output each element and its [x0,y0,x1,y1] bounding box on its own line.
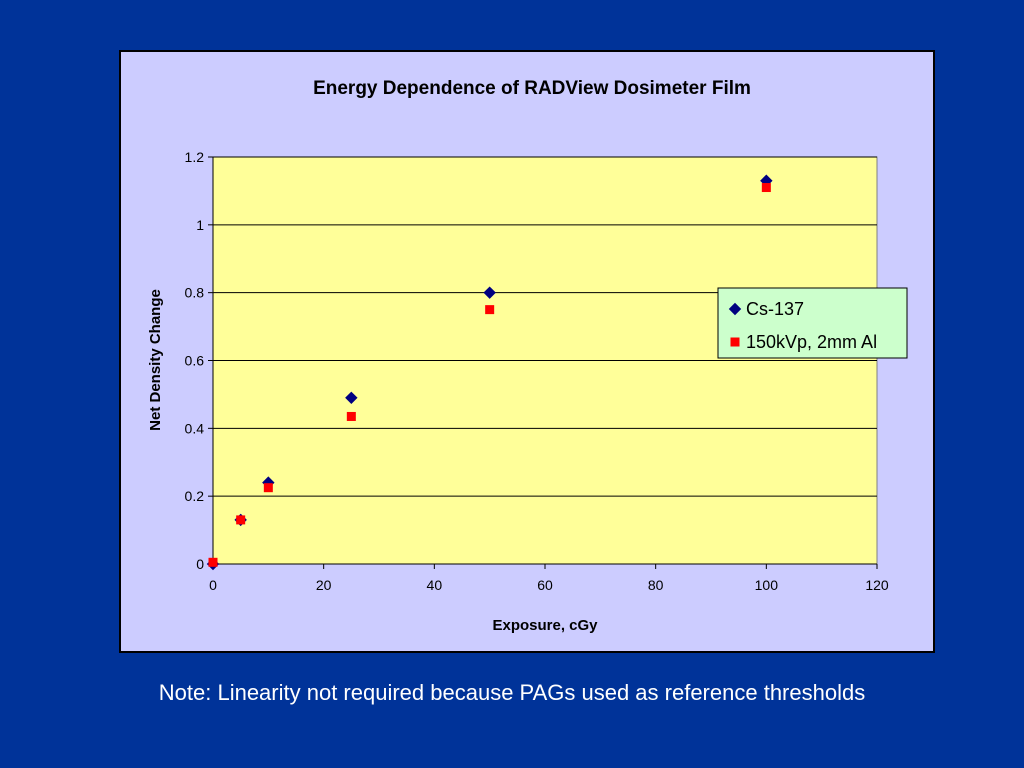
x-tick-label: 40 [427,577,443,593]
legend: Cs-137 150kVp, 2mm Al [717,287,908,359]
data-point [208,557,218,567]
data-point [483,286,496,299]
chart-title: Energy Dependence of RADView Dosimeter F… [313,78,751,99]
slide-note: Note: Linearity not required because PAG… [158,680,866,705]
series-2 [208,183,771,567]
data-point [345,391,358,405]
y-tick-label: 0.6 [185,353,205,369]
legend-label: 150kVp, 2mm Al [746,332,877,352]
series-layer [206,174,773,571]
chart-svg: Energy Dependence of RADView Dosimeter F… [147,78,908,634]
y-tick-label: 0.4 [185,420,205,436]
chart-area: Energy Dependence of RADView Dosimeter F… [119,50,935,653]
gridlines [213,156,877,497]
y-tick-label: 1.2 [185,149,205,165]
legend-marker [728,302,742,316]
data-point [236,515,246,525]
y-tick-label: 0 [196,556,204,572]
legend-box [717,287,908,359]
legend-marker [730,337,740,347]
legend-item: Cs-137 [728,299,804,319]
legend-item: 150kVp, 2mm Al [730,332,877,352]
y-tick-labels: 0 0.2 0.4 0.6 0.8 1 1.2 [185,149,213,572]
data-point [263,483,273,493]
x-axis-label: Exposure, cGy [492,617,598,634]
x-tick-label: 20 [316,577,332,593]
legend-items: Cs-137 150kVp, 2mm Al [728,299,877,352]
y-tick-label: 1 [196,217,204,233]
legend-label: Cs-137 [746,299,804,319]
y-tick-label: 0.8 [185,285,205,301]
x-tick-label: 80 [648,577,664,593]
x-tick-labels: 0 20 40 60 80 100 120 [209,564,889,593]
y-axis-label: Net Density Change [147,289,164,431]
x-tick-label: 100 [755,577,779,593]
data-point [761,183,771,193]
x-tick-label: 0 [209,577,217,593]
x-tick-label: 120 [865,577,889,593]
data-point [346,411,356,421]
y-tick-label: 0.2 [185,488,205,504]
data-point [485,305,495,315]
x-tick-label: 60 [537,577,553,593]
